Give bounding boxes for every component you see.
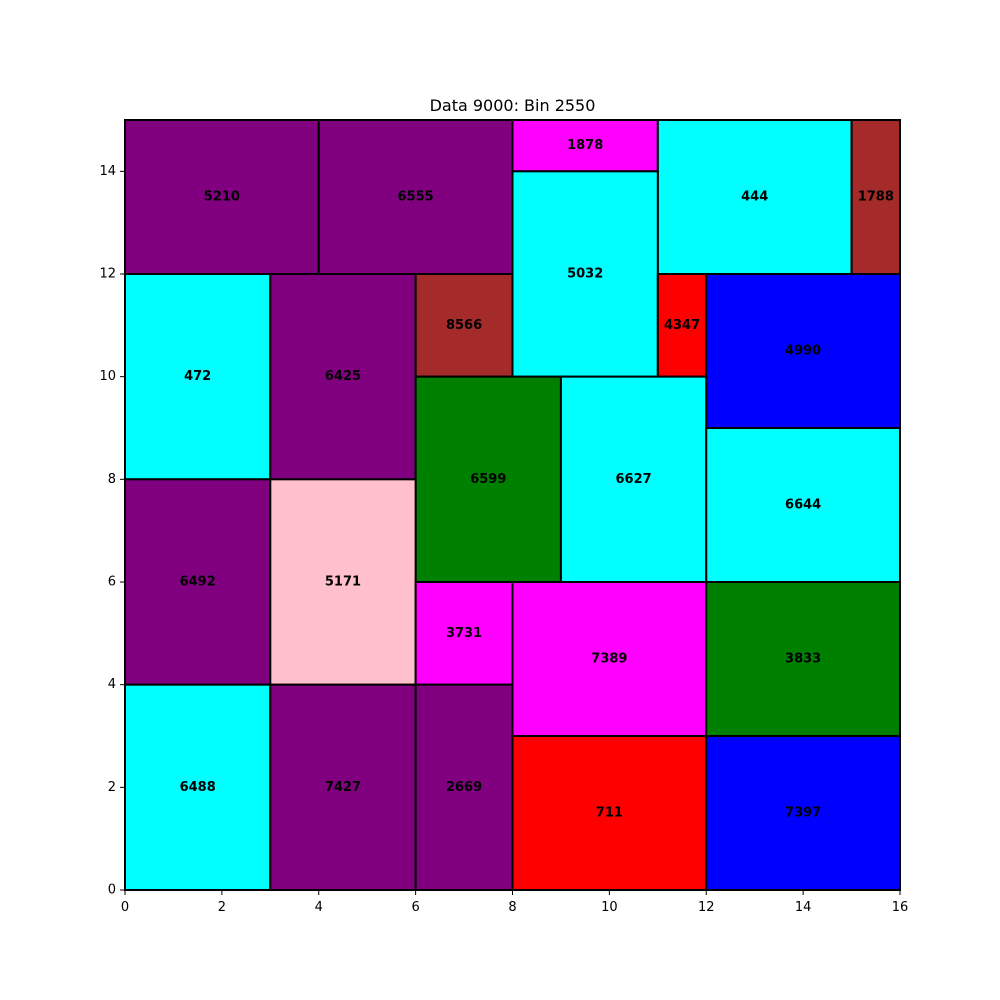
rect-label: 711 — [596, 806, 623, 821]
x-tick-label: 0 — [121, 900, 129, 915]
x-tick-label: 2 — [218, 900, 226, 915]
rect-6644: 6644 — [705, 427, 901, 583]
rect-444: 444 — [656, 119, 853, 275]
x-tick-label: 12 — [698, 900, 715, 915]
rect-box — [269, 683, 417, 892]
rect-label: 6599 — [470, 472, 506, 487]
rect-box — [511, 170, 659, 378]
rect-box — [705, 427, 901, 583]
rect-6599: 6599 — [414, 375, 562, 583]
rect-box — [656, 273, 708, 378]
rect-4990: 4990 — [705, 273, 901, 429]
rect-711: 711 — [511, 735, 708, 891]
rect-label: 472 — [184, 369, 211, 384]
rect-label: 6627 — [616, 472, 652, 487]
chart-title: Data 9000: Bin 2550 — [430, 96, 596, 115]
rect-label: 5171 — [325, 575, 361, 590]
rect-6492: 6492 — [124, 478, 272, 686]
rect-label: 2669 — [446, 780, 482, 795]
rect-7397: 7397 — [705, 735, 901, 891]
y-tick-label: 0 — [108, 883, 116, 898]
rect-6425: 6425 — [269, 273, 417, 481]
rect-box — [511, 735, 708, 891]
rect-3833: 3833 — [705, 581, 901, 737]
rect-label: 444 — [741, 190, 768, 205]
rect-box — [559, 375, 708, 583]
x-tick-label: 16 — [892, 900, 909, 915]
rect-label: 3833 — [785, 652, 821, 667]
rect-label: 6492 — [180, 575, 216, 590]
rect-6488: 6488 — [124, 683, 272, 892]
y-tick-label: 14 — [99, 164, 116, 179]
rect-5210: 5210 — [124, 119, 320, 275]
rect-label: 8566 — [446, 318, 482, 333]
rect-5032: 5032 — [511, 170, 659, 378]
y-tick-label: 10 — [99, 369, 116, 384]
x-tick-label: 8 — [508, 900, 516, 915]
rect-box — [705, 581, 901, 737]
y-tick-label: 12 — [99, 267, 116, 282]
rect-label: 1788 — [858, 190, 894, 205]
rect-4347: 4347 — [656, 273, 708, 378]
rect-8566: 8566 — [414, 273, 514, 378]
rect-box — [511, 581, 708, 737]
rect-box — [414, 683, 514, 892]
rect-5171: 5171 — [269, 478, 417, 686]
rect-label: 5210 — [204, 190, 240, 205]
rect-472: 472 — [124, 273, 272, 481]
x-tick-label: 4 — [315, 900, 323, 915]
rect-1788: 1788 — [850, 119, 901, 275]
rect-box — [317, 119, 514, 275]
rect-label: 6644 — [785, 498, 821, 513]
rect-label: 6425 — [325, 369, 361, 384]
rect-box — [269, 273, 417, 481]
y-tick-label: 2 — [108, 780, 116, 795]
rect-label: 1878 — [567, 138, 603, 153]
rects-layer: 5210 6555 1878 444 1788 5032 472 6425 8566 4347 49… — [124, 119, 901, 892]
rect-label: 6555 — [398, 190, 434, 205]
rect-7389: 7389 — [511, 581, 708, 737]
rect-6627: 6627 — [559, 375, 708, 583]
rect-box — [269, 478, 417, 686]
rect-2669: 2669 — [414, 683, 514, 892]
rect-label: 4347 — [664, 318, 700, 333]
rect-box — [414, 375, 562, 583]
rect-box — [656, 119, 853, 275]
x-tick-label: 6 — [411, 900, 419, 915]
rect-label: 3731 — [446, 626, 482, 641]
rect-label: 6488 — [180, 780, 216, 795]
y-tick-label: 4 — [108, 677, 116, 692]
axes-layer: 0 2 4 6 8 10 12 14 16 0 2 4 6 8 10 12 14 — [99, 119, 909, 915]
rect-7427: 7427 — [269, 683, 417, 892]
x-tick-label: 14 — [795, 900, 812, 915]
rect-3731: 3731 — [414, 581, 514, 686]
rect-label: 7389 — [591, 652, 627, 667]
rect-label: 7427 — [325, 780, 361, 795]
rect-6555: 6555 — [317, 119, 514, 275]
y-tick-label: 8 — [108, 472, 116, 487]
rect-box — [414, 581, 514, 686]
y-tick-label: 6 — [108, 575, 116, 590]
rect-label: 4990 — [785, 344, 821, 359]
rect-label: 7397 — [785, 806, 821, 821]
rect-label: 5032 — [567, 267, 603, 282]
x-tick-label: 10 — [601, 900, 618, 915]
rect-box — [124, 683, 272, 892]
rect-box — [124, 119, 320, 275]
rect-1878: 1878 — [511, 119, 659, 173]
